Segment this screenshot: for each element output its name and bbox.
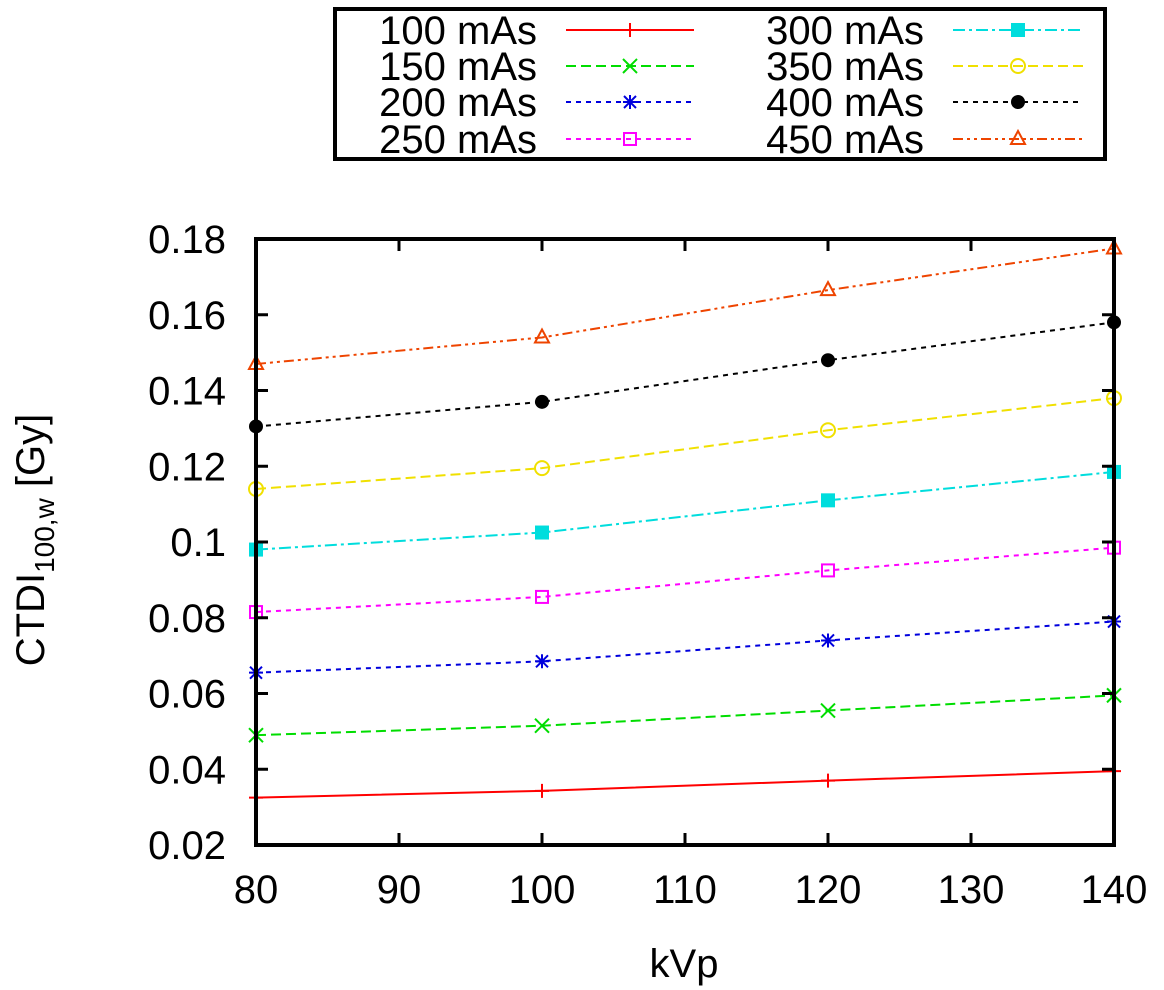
y-tick-label: 0.14 xyxy=(148,370,226,414)
legend-marker xyxy=(622,58,638,74)
y-axis-label-unit: [Gy] xyxy=(9,414,53,498)
data-point xyxy=(533,327,551,344)
legend-entry-450-mas: 450 mAs xyxy=(766,118,1083,162)
legend-label: 300 mAs xyxy=(766,9,924,53)
series-200-mas xyxy=(249,614,1121,680)
data-point xyxy=(535,394,549,409)
series-line xyxy=(255,321,1115,428)
series-line xyxy=(255,694,1115,737)
data-point xyxy=(821,353,835,368)
data-point xyxy=(534,717,550,734)
legend-label: 350 mAs xyxy=(766,45,924,89)
legend-entry-100-mas: 100 mAs xyxy=(379,9,694,53)
data-point xyxy=(534,460,550,477)
legend-label: 100 mAs xyxy=(379,9,537,53)
plot-border xyxy=(254,237,1116,847)
x-tick-label: 90 xyxy=(377,868,422,912)
legend-marker xyxy=(623,23,637,37)
data-point xyxy=(821,563,835,578)
legend-marker xyxy=(623,95,637,109)
legend-marker xyxy=(1009,128,1027,145)
x-tick-label: 100 xyxy=(509,868,576,912)
legend-label: 150 mAs xyxy=(379,45,537,89)
series-300-mas xyxy=(249,464,1121,557)
y-tick-label: 0.08 xyxy=(148,597,226,641)
y-tick-label: 0.02 xyxy=(148,824,226,868)
y-tick-label: 0.06 xyxy=(148,673,226,717)
x-tick-label: 80 xyxy=(234,868,279,912)
series-line xyxy=(255,620,1115,674)
legend-marker xyxy=(1010,58,1026,74)
legend-marker xyxy=(1011,23,1025,37)
legend-marker xyxy=(1011,95,1025,109)
series-line xyxy=(255,770,1115,799)
legend-label: 200 mAs xyxy=(379,81,537,125)
legend-entry-350-mas: 350 mAs xyxy=(766,45,1083,89)
y-tick-label: 0.04 xyxy=(148,748,226,792)
data-point xyxy=(821,493,835,508)
legend-label: 250 mAs xyxy=(379,118,537,162)
x-tick-label: 130 xyxy=(938,868,1005,912)
y-tick-label: 0.1 xyxy=(170,521,226,565)
y-axis-label: CTDI100,w [Gy] xyxy=(9,414,60,667)
x-tick-label: 120 xyxy=(795,868,862,912)
series-line xyxy=(255,470,1115,551)
legend-entry-250-mas: 250 mAs xyxy=(379,118,694,162)
data-point xyxy=(535,589,549,604)
series-350-mas xyxy=(248,390,1122,497)
legend-entry-200-mas: 200 mAs xyxy=(379,81,694,125)
y-tick-label: 0.18 xyxy=(148,218,226,262)
series-150-mas xyxy=(248,687,1122,743)
legend-marker xyxy=(623,132,637,146)
series-400-mas xyxy=(249,315,1121,434)
axes: 0.02 0.04 0.06 0.08 0.1 0.12 0.14 0.16 0.18 80 90 1… xyxy=(148,218,1147,912)
y-tick-label: 0.12 xyxy=(148,445,226,489)
data-point xyxy=(821,773,835,788)
legend-label: 400 mAs xyxy=(766,81,924,125)
data-point xyxy=(821,633,835,648)
data-point xyxy=(535,783,549,798)
series-250-mas xyxy=(249,540,1121,620)
y-axis-label-sub: 100,w xyxy=(29,497,60,572)
plot-area xyxy=(247,238,1123,805)
legend-label: 450 mAs xyxy=(766,118,924,162)
y-axis-label-main: CTDI xyxy=(9,573,53,666)
x-tick-label: 140 xyxy=(1081,868,1148,912)
data-point xyxy=(820,422,836,439)
data-point xyxy=(820,702,836,719)
series-line xyxy=(255,546,1115,614)
legend-box xyxy=(333,7,1107,161)
data-point xyxy=(819,280,837,297)
data-point xyxy=(535,654,549,669)
data-point xyxy=(535,525,549,540)
x-tick-label: 110 xyxy=(653,868,717,912)
legend-entry-400-mas: 400 mAs xyxy=(766,81,1083,125)
series-100-mas xyxy=(249,764,1121,805)
series-line xyxy=(255,247,1115,365)
x-axis-label: kVp xyxy=(650,942,719,986)
series-line xyxy=(255,397,1115,490)
y-tick-label: 0.16 xyxy=(148,294,226,338)
legend-entry-300-mas: 300 mAs xyxy=(766,9,1083,53)
series-450-mas xyxy=(247,238,1123,370)
legend-entry-150-mas: 150 mAs xyxy=(379,45,694,89)
